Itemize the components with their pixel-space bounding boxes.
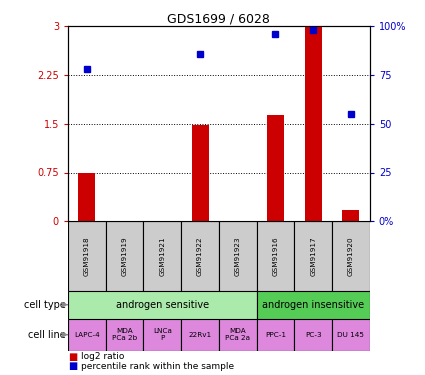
Bar — [343, 210, 360, 221]
Text: LAPC-4: LAPC-4 — [74, 332, 100, 338]
Bar — [181, 221, 219, 291]
Text: log2 ratio: log2 ratio — [81, 352, 124, 362]
Bar — [143, 319, 181, 351]
Bar — [294, 221, 332, 291]
Text: GSM91921: GSM91921 — [159, 236, 165, 276]
Text: androgen insensitive: androgen insensitive — [262, 300, 364, 310]
Text: LNCa
P: LNCa P — [153, 328, 172, 341]
Bar — [267, 115, 284, 221]
Bar — [294, 319, 332, 351]
Text: MDA
PCa 2b: MDA PCa 2b — [112, 328, 137, 341]
Text: GSM91920: GSM91920 — [348, 236, 354, 276]
Text: PPC-1: PPC-1 — [265, 332, 286, 338]
Text: DU 145: DU 145 — [337, 332, 364, 338]
Bar — [78, 172, 95, 221]
Bar — [257, 221, 294, 291]
Bar — [181, 319, 219, 351]
Bar — [332, 319, 370, 351]
Bar — [68, 291, 257, 319]
Text: GSM91916: GSM91916 — [272, 236, 278, 276]
Text: GSM91923: GSM91923 — [235, 236, 241, 276]
Bar — [332, 221, 370, 291]
Bar — [192, 125, 209, 221]
Text: cell line: cell line — [28, 330, 66, 340]
Text: GSM91919: GSM91919 — [122, 236, 127, 276]
Bar — [257, 291, 370, 319]
Bar — [68, 221, 106, 291]
Bar — [219, 221, 257, 291]
Bar — [106, 319, 143, 351]
Bar — [257, 319, 294, 351]
Text: ■: ■ — [68, 361, 77, 371]
Title: GDS1699 / 6028: GDS1699 / 6028 — [167, 12, 270, 25]
Text: percentile rank within the sample: percentile rank within the sample — [81, 362, 234, 370]
Text: GSM91918: GSM91918 — [84, 236, 90, 276]
Text: androgen sensitive: androgen sensitive — [116, 300, 209, 310]
Bar — [106, 221, 143, 291]
Text: 22Rv1: 22Rv1 — [188, 332, 212, 338]
Bar — [219, 319, 257, 351]
Text: cell type: cell type — [24, 300, 66, 310]
Text: MDA
PCa 2a: MDA PCa 2a — [225, 328, 250, 341]
Bar — [68, 319, 106, 351]
Text: PC-3: PC-3 — [305, 332, 321, 338]
Bar — [143, 221, 181, 291]
Bar — [305, 26, 322, 221]
Text: GSM91917: GSM91917 — [310, 236, 316, 276]
Text: GSM91922: GSM91922 — [197, 236, 203, 276]
Text: ■: ■ — [68, 352, 77, 362]
